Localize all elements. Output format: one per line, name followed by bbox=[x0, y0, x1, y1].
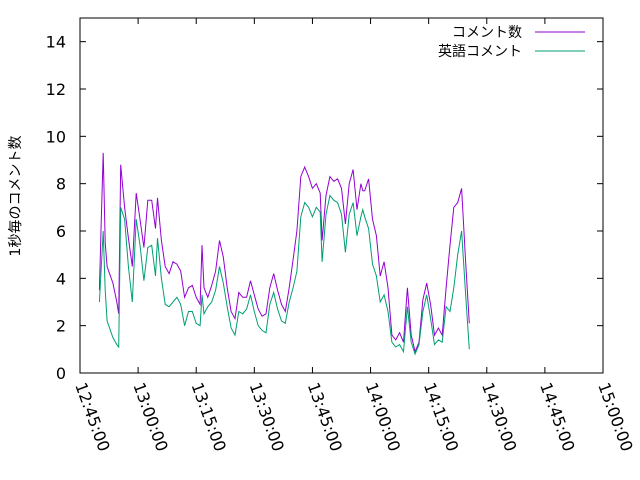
plot-frame bbox=[79, 17, 604, 374]
x-tick-label: 14:45:00 bbox=[536, 380, 578, 454]
y-tick-label: 14 bbox=[46, 33, 66, 52]
x-tick-label: 12:45:00 bbox=[71, 380, 113, 454]
legend-label: コメント数 bbox=[452, 25, 522, 41]
series-line-1 bbox=[98, 152, 470, 354]
x-tick-label: 13:45:00 bbox=[304, 380, 346, 454]
y-tick-label: 6 bbox=[56, 222, 66, 241]
series-lines bbox=[98, 152, 470, 356]
y-axis-ticks: 0 2 4 6 8 10 12 14 bbox=[46, 33, 603, 383]
x-tick-label: 14:30:00 bbox=[478, 380, 520, 454]
series-line-2 bbox=[98, 194, 470, 356]
y-tick-label: 10 bbox=[46, 127, 66, 146]
y-axis-label: 1秒毎のコメント数 bbox=[8, 136, 24, 257]
y-tick-label: 0 bbox=[56, 364, 66, 383]
y-tick-label: 8 bbox=[56, 175, 66, 194]
y-tick-label: 12 bbox=[46, 80, 66, 99]
x-axis-ticks: 12:45:00 13:00:00 13:15:00 13:30:00 13:45:00… bbox=[71, 18, 637, 454]
x-tick-label: 13:30:00 bbox=[246, 380, 288, 454]
x-tick-label: 15:00:00 bbox=[594, 380, 636, 454]
x-tick-label: 14:15:00 bbox=[420, 380, 462, 454]
y-tick-label: 4 bbox=[56, 269, 66, 288]
x-tick-label: 13:15:00 bbox=[187, 380, 229, 454]
x-tick-label: 14:00:00 bbox=[362, 380, 404, 454]
y-tick-label: 2 bbox=[56, 317, 66, 336]
x-tick-label: 13:00:00 bbox=[129, 380, 171, 454]
legend-label: 英語コメント bbox=[438, 43, 522, 60]
